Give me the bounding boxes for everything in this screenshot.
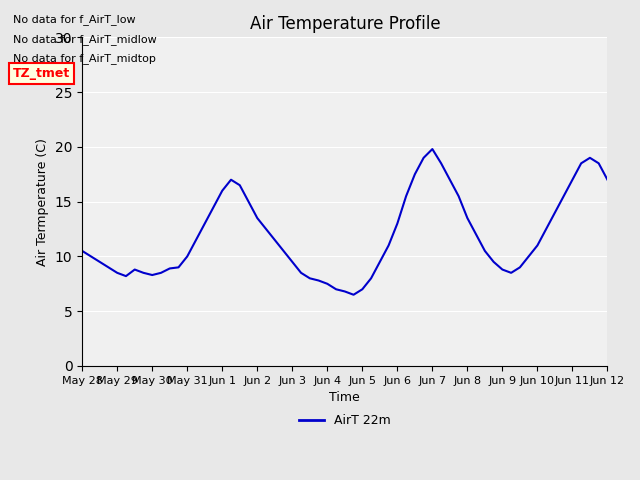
Title: Air Temperature Profile: Air Temperature Profile: [250, 15, 440, 33]
Text: TZ_tmet: TZ_tmet: [13, 67, 70, 80]
Legend: AirT 22m: AirT 22m: [294, 409, 396, 432]
X-axis label: Time: Time: [330, 391, 360, 404]
Text: No data for f_AirT_midtop: No data for f_AirT_midtop: [13, 53, 156, 64]
Text: No data for f_AirT_midlow: No data for f_AirT_midlow: [13, 34, 157, 45]
Y-axis label: Air Termperature (C): Air Termperature (C): [36, 138, 49, 265]
Text: No data for f_AirT_low: No data for f_AirT_low: [13, 14, 136, 25]
